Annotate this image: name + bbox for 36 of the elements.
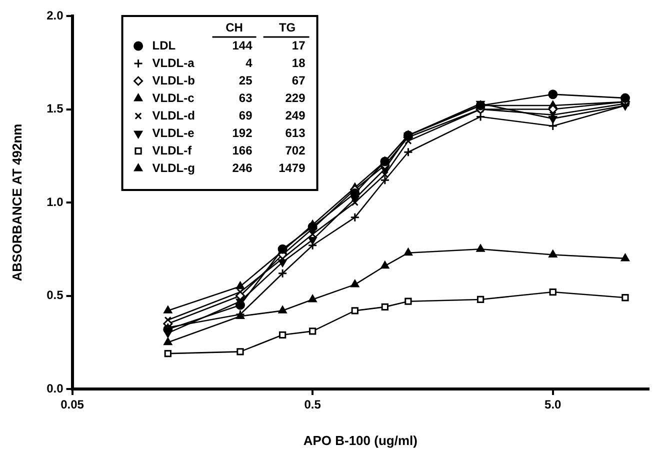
annotation: 25 <box>238 73 253 88</box>
y-tick-label: 0.5 <box>46 288 64 302</box>
annotation: 192 <box>232 126 253 140</box>
annotation: 144 <box>232 38 253 52</box>
legend-label: VLDL-g <box>152 160 195 175</box>
annotation: TG <box>278 20 296 34</box>
annotation: 17 <box>292 38 306 52</box>
legend-label: LDL <box>152 38 176 52</box>
annotation: 18 <box>292 56 306 70</box>
y-tick-label: 1.5 <box>46 102 64 116</box>
x-tick-label: 0.5 <box>304 398 322 412</box>
x-tick-label: 0.05 <box>60 398 84 412</box>
annotation: 67 <box>292 73 306 88</box>
legend-label: VLDL-d <box>152 108 195 122</box>
annotation: 166 <box>232 143 253 158</box>
annotation: 246 <box>232 160 253 175</box>
annotation: 229 <box>285 90 306 105</box>
y-tick-label: 1.0 <box>46 194 64 209</box>
legend-label: VLDL-b <box>152 73 195 88</box>
annotation: 4 <box>246 56 253 70</box>
x-tick-label: 5.0 <box>544 398 562 412</box>
x-axis-title: APO B-100 (ug/ml) <box>303 432 418 448</box>
annotation: 69 <box>238 108 253 122</box>
annotation: 613 <box>285 126 306 140</box>
y-axis-title: ABSORBANCE AT 492nm <box>9 124 24 282</box>
annotation: 702 <box>285 143 306 158</box>
annotation: 1479 <box>278 160 306 175</box>
annotation: 249 <box>285 108 306 122</box>
y-tick-label: 0.0 <box>46 381 64 396</box>
legend-label: VLDL-c <box>152 90 195 105</box>
legend-label: VLDL-e <box>152 126 195 140</box>
y-tick-label: 2.0 <box>46 8 64 22</box>
legend-label: VLDL-f <box>152 143 193 158</box>
annotation: CH <box>226 20 243 34</box>
annotation: 63 <box>238 90 253 105</box>
legend-label: VLDL-a <box>152 56 195 70</box>
